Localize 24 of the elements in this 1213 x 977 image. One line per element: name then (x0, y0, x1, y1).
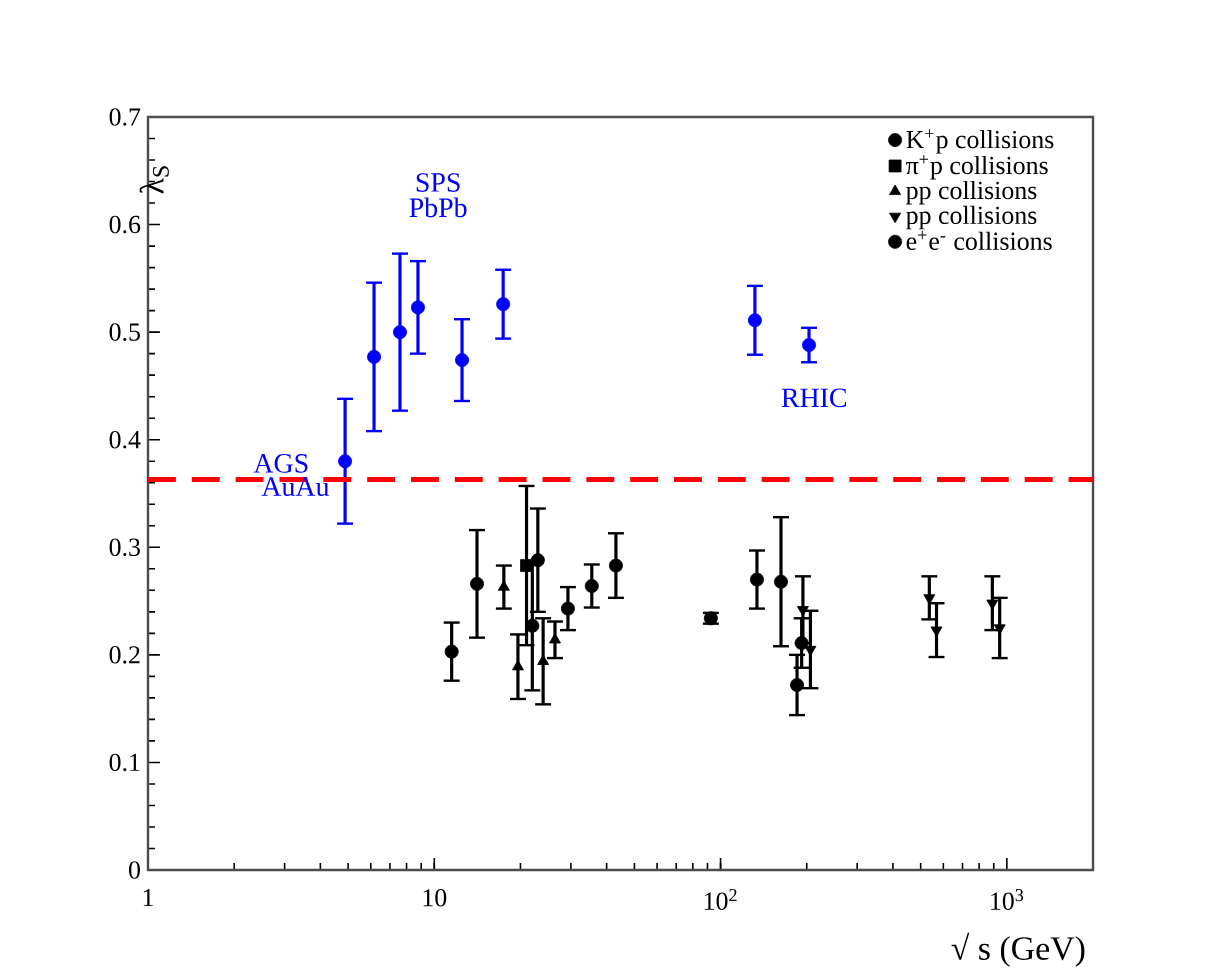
annotation: SPS (416, 173, 460, 192)
x-tick-label: 1 (143, 889, 153, 907)
y-axis-title: λ$_{S}$ (139, 166, 169, 194)
y-tick-label: 0.6 (109, 215, 141, 234)
annotation: RHIC (781, 388, 847, 408)
y-tick-label: 0.5 (109, 323, 140, 341)
legend-label: K$^{+}$p collisions (906, 129, 1054, 154)
y-tick-label: 0.7 (109, 108, 141, 126)
y-tick-label: 0.4 (109, 430, 141, 449)
legend-label: pp collisions (906, 205, 1037, 230)
annotation: AuAu (261, 477, 330, 497)
y-tick-label: 0.2 (109, 646, 140, 664)
annotation: PbPb (409, 197, 467, 218)
annotation: AGS (253, 454, 308, 473)
y-tick-label: 0.1 (109, 753, 140, 772)
x-axis-title: √ s (GeV) (951, 932, 1085, 967)
legend-label: pp collisions (906, 180, 1037, 205)
legend-label: π$^{+}$p collisions (906, 155, 1048, 180)
x-tick-label: 10 (423, 889, 447, 907)
x-tick-label: 10$^{2}$ (704, 889, 737, 910)
y-tick-label: 0 (129, 861, 140, 879)
x-tick-label: 10$^{3}$ (991, 889, 1024, 910)
y-tick-label: 0.3 (109, 538, 140, 557)
legend-label: e$^{+}$e$^{-}$ collisions (906, 230, 1052, 250)
